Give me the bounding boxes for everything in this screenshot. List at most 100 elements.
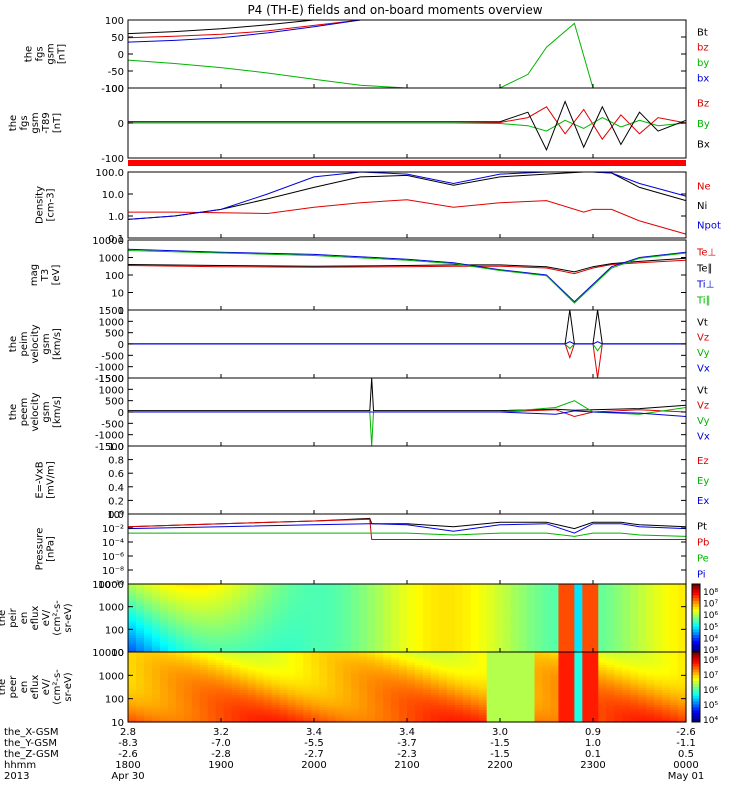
- spectrogram-cell: [630, 635, 639, 639]
- spectrogram-cell: [454, 689, 464, 693]
- spectrogram-cell: [478, 687, 488, 691]
- spectrogram-cell: [351, 684, 360, 688]
- spectrogram-cell: [454, 598, 464, 602]
- spectrogram-cell: [359, 709, 368, 713]
- spectrogram-cell: [582, 709, 591, 713]
- spectrogram-cell: [287, 674, 296, 678]
- spectrogram-cell: [207, 697, 217, 701]
- spectrogram-cell: [399, 702, 408, 706]
- spectrogram-cell: [646, 667, 655, 671]
- spectrogram-cell: [383, 657, 392, 661]
- spectrogram-cell: [454, 615, 464, 619]
- spectrogram-cell: [215, 657, 225, 661]
- spectrogram-cell: [486, 642, 496, 646]
- spectrogram-cell: [438, 719, 448, 723]
- spectrogram-cell: [590, 674, 599, 678]
- spectrogram-cell: [430, 699, 440, 703]
- spectrogram-cell: [422, 679, 432, 683]
- spectrogram-cell: [462, 699, 472, 703]
- spectrogram-cell: [319, 667, 328, 671]
- spectrogram-cell: [526, 586, 536, 590]
- spectrogram-cell: [407, 639, 416, 643]
- spectrogram-cell: [582, 664, 591, 668]
- spectrogram-cell: [199, 625, 209, 629]
- spectrogram-cell: [399, 625, 408, 629]
- spectrogram-cell: [654, 622, 663, 626]
- spectrogram-cell: [407, 677, 416, 681]
- spectrogram-cell: [462, 610, 472, 614]
- spectrogram-cell: [215, 669, 225, 673]
- spectrogram-cell: [367, 644, 376, 648]
- spectrogram-cell: [271, 689, 281, 693]
- spectrogram-cell: [399, 654, 408, 658]
- spectrogram-cell: [183, 699, 193, 703]
- spectrogram-cell: [367, 630, 376, 634]
- y-axis-label: the peem velocity gsm [km/s]: [8, 392, 63, 431]
- spectrogram-cell: [518, 647, 528, 651]
- spectrogram-cell: [630, 682, 639, 686]
- spectrogram-cell: [159, 627, 169, 631]
- spectrogram-cell: [271, 657, 281, 661]
- spectrogram-cell: [311, 692, 320, 696]
- spectrogram-cell: [335, 692, 344, 696]
- spectrogram-cell: [343, 702, 352, 706]
- spectrogram-cell: [199, 692, 209, 696]
- spectrogram-cell: [574, 689, 583, 693]
- spectrogram-cell: [558, 598, 568, 602]
- spectrogram-cell: [502, 649, 512, 653]
- spectrogram-cell: [128, 687, 137, 691]
- spectrogram-cell: [215, 682, 225, 686]
- spectrogram-cell: [223, 717, 233, 721]
- spectrogram-cell: [247, 642, 257, 646]
- spectrogram-cell: [614, 649, 623, 653]
- spectrogram-cell: [662, 717, 671, 721]
- spectrogram-cell: [223, 596, 233, 600]
- spectrogram-cell: [343, 684, 352, 688]
- spectrogram-cell: [375, 622, 384, 626]
- spectrogram-cell: [271, 586, 281, 590]
- spectrogram-cell: [231, 692, 241, 696]
- spectrogram-cell: [407, 719, 416, 723]
- spectrogram-cell: [678, 642, 687, 646]
- x-axis-value: 1.0: [585, 738, 601, 749]
- spectrogram-cell: [430, 630, 440, 634]
- spectrogram-cell: [638, 630, 647, 634]
- spectrogram-cell: [422, 702, 432, 706]
- spectrogram-cell: [287, 584, 296, 588]
- spectrogram-cell: [678, 586, 687, 590]
- spectrogram-cell: [614, 618, 623, 622]
- spectrogram-cell: [590, 625, 599, 629]
- spectrogram-cell: [446, 677, 456, 681]
- spectrogram-cell: [422, 714, 432, 718]
- spectrogram-cell: [630, 588, 639, 592]
- spectrogram-cell: [574, 627, 583, 631]
- spectrogram-cell: [128, 684, 137, 688]
- spectrogram-cell: [279, 672, 289, 676]
- spectrogram-cell: [375, 667, 384, 671]
- spectrogram-cell: [375, 593, 384, 597]
- series-line-Te⊥: [127, 259, 687, 275]
- spectrogram-cell: [510, 692, 520, 696]
- spectrogram-cell: [590, 588, 599, 592]
- spectrogram-cell: [239, 687, 249, 691]
- spectrogram-cell: [383, 664, 392, 668]
- spectrogram-cell: [582, 692, 591, 696]
- spectrogram-cell: [223, 588, 233, 592]
- spectrogram-cell: [478, 667, 488, 671]
- spectrogram-cell: [207, 608, 217, 612]
- spectrogram-cell: [550, 649, 560, 653]
- spectrogram-cell: [295, 717, 304, 721]
- spectrogram-cell: [255, 620, 265, 624]
- spectrogram-cell: [239, 615, 249, 619]
- spectrogram-cell: [622, 684, 631, 688]
- spectrogram-cell: [414, 719, 424, 723]
- spectrogram-cell: [215, 613, 225, 617]
- spectrogram-cell: [486, 664, 496, 668]
- spectrogram-cell: [662, 694, 671, 698]
- spectrogram-cell: [670, 719, 679, 723]
- spectrogram-cell: [566, 697, 575, 701]
- spectrogram-cell: [335, 620, 344, 624]
- spectrogram-cell: [598, 635, 607, 639]
- spectrogram-cell: [151, 632, 161, 636]
- legend-entry: Bz: [697, 98, 709, 109]
